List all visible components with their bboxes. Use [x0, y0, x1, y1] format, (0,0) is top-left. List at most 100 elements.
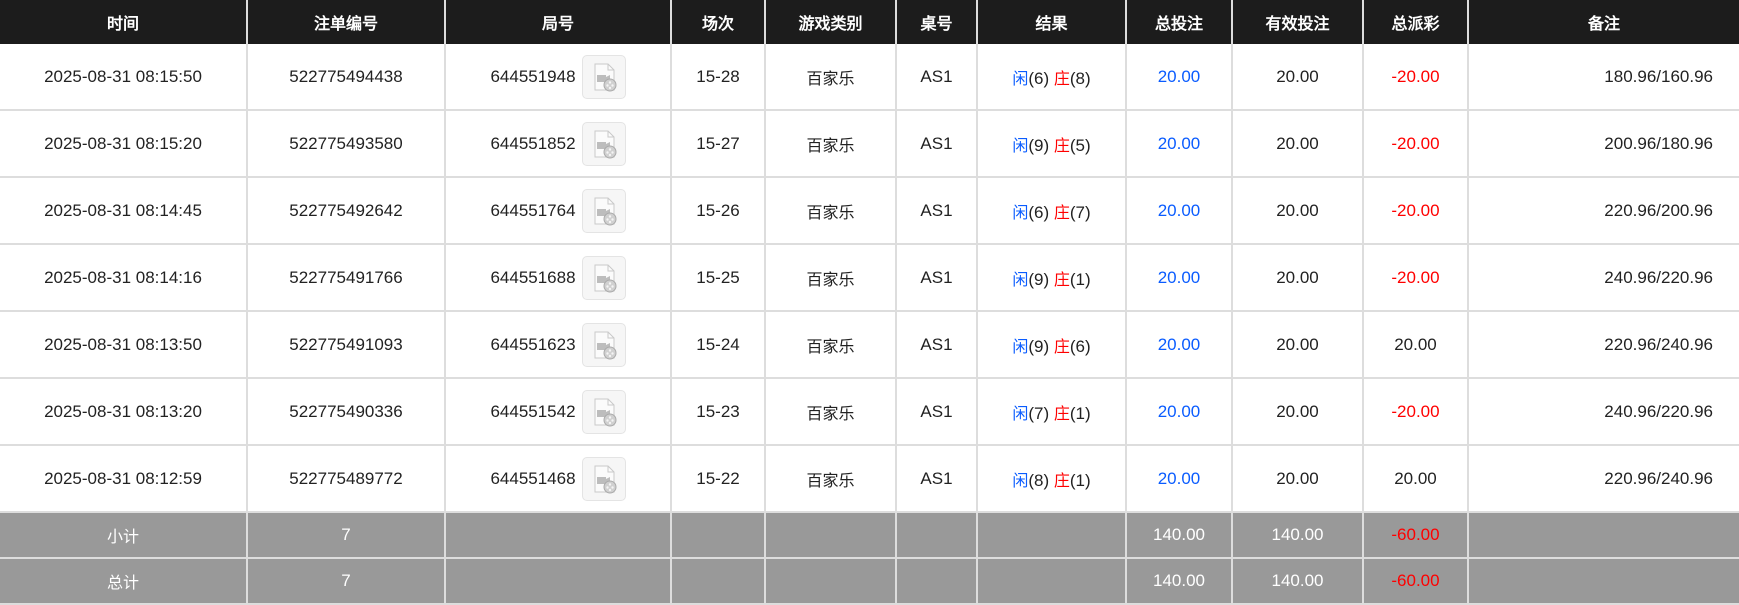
result: 闲(6) 庄(8) — [977, 44, 1127, 111]
note: 220.96/240.96 — [1468, 311, 1739, 379]
banker-score: (8) — [1069, 68, 1091, 88]
col-table: 桌号 — [896, 0, 978, 44]
total-payout: -60.00 — [1363, 558, 1469, 605]
note: 200.96/180.96 — [1468, 110, 1739, 178]
result: 闲(9) 庄(5) — [977, 110, 1127, 178]
subtotal-bet: 140.00 — [1126, 512, 1233, 559]
banker-score: (1) — [1069, 269, 1091, 289]
valid-bet: 20.00 — [1232, 445, 1364, 513]
banker-label: 庄 — [1053, 403, 1070, 423]
bet: 20.00 — [1126, 445, 1233, 513]
table-id: AS1 — [896, 378, 978, 446]
total-count: 7 — [247, 558, 446, 605]
round: 644551852 — [445, 110, 672, 178]
game-type: 百家乐 — [765, 177, 897, 245]
payout: -20.00 — [1363, 378, 1469, 446]
player-label: 闲 — [1012, 336, 1029, 356]
total-label: 总计 — [0, 558, 248, 605]
table-id: AS1 — [896, 244, 978, 312]
valid-bet: 20.00 — [1232, 311, 1364, 379]
shoe: 15-25 — [671, 244, 766, 312]
banker-label: 庄 — [1053, 470, 1070, 490]
bet: 20.00 — [1126, 378, 1233, 446]
game-type: 百家乐 — [765, 44, 897, 111]
total-bet: 140.00 — [1126, 558, 1233, 605]
table-id: AS1 — [896, 445, 978, 513]
banker-score: (1) — [1069, 470, 1091, 490]
valid-bet: 20.00 — [1232, 244, 1364, 312]
subtotal-valid-bet: 140.00 — [1232, 512, 1364, 559]
payout: 20.00 — [1363, 311, 1469, 379]
shoe: 15-24 — [671, 311, 766, 379]
table-row: 2025-08-31 08:15:20 522775493580 6445518… — [0, 110, 1739, 178]
valid-bet: 20.00 — [1232, 44, 1364, 111]
bet-id: 522775494438 — [247, 44, 446, 111]
round-number: 644551623 — [490, 334, 576, 354]
video-replay-icon[interactable] — [581, 54, 626, 99]
table-id: AS1 — [896, 44, 978, 111]
player-score: (7) — [1028, 403, 1050, 423]
time: 2025-08-31 08:14:16 — [0, 244, 248, 312]
shoe: 15-27 — [671, 110, 766, 178]
result: 闲(9) 庄(1) — [977, 244, 1127, 312]
note: 220.96/240.96 — [1468, 445, 1739, 513]
round-number: 644551764 — [490, 200, 576, 220]
video-replay-icon[interactable] — [581, 322, 626, 367]
round: 644551468 — [445, 445, 672, 513]
time: 2025-08-31 08:15:20 — [0, 110, 248, 178]
player-score: (9) — [1028, 336, 1050, 356]
payout: -20.00 — [1363, 110, 1469, 178]
player-label: 闲 — [1012, 135, 1029, 155]
video-replay-icon[interactable] — [581, 389, 626, 434]
video-replay-icon[interactable] — [581, 188, 626, 233]
round-number: 644551948 — [490, 66, 576, 86]
game-type: 百家乐 — [765, 445, 897, 513]
valid-bet: 20.00 — [1232, 110, 1364, 178]
col-shoe: 场次 — [671, 0, 766, 44]
shoe: 15-28 — [671, 44, 766, 111]
round: 644551948 — [445, 44, 672, 111]
subtotal-row: 小计 7 140.00 140.00 -60.00 — [0, 512, 1739, 559]
col-result: 结果 — [977, 0, 1127, 44]
col-valid-bet: 有效投注 — [1232, 0, 1364, 44]
payout: -20.00 — [1363, 244, 1469, 312]
total-row: 总计 7 140.00 140.00 -60.00 — [0, 558, 1739, 605]
subtotal-payout: -60.00 — [1363, 512, 1469, 559]
round-number: 644551468 — [490, 468, 576, 488]
table-row: 2025-08-31 08:13:20 522775490336 6445515… — [0, 378, 1739, 446]
payout: 20.00 — [1363, 445, 1469, 513]
result: 闲(9) 庄(6) — [977, 311, 1127, 379]
game-type: 百家乐 — [765, 311, 897, 379]
valid-bet: 20.00 — [1232, 378, 1364, 446]
player-score: (6) — [1028, 202, 1050, 222]
bet-id: 522775492642 — [247, 177, 446, 245]
valid-bet: 20.00 — [1232, 177, 1364, 245]
table-row: 2025-08-31 08:14:16 522775491766 6445516… — [0, 244, 1739, 312]
table-row: 2025-08-31 08:15:50 522775494438 6445519… — [0, 44, 1739, 111]
note: 180.96/160.96 — [1468, 44, 1739, 111]
payout: -20.00 — [1363, 44, 1469, 111]
round: 644551688 — [445, 244, 672, 312]
table-id: AS1 — [896, 311, 978, 379]
banker-label: 庄 — [1053, 336, 1070, 356]
shoe: 15-23 — [671, 378, 766, 446]
player-label: 闲 — [1012, 269, 1029, 289]
note: 240.96/220.96 — [1468, 244, 1739, 312]
table-row: 2025-08-31 08:14:45 522775492642 6445517… — [0, 177, 1739, 245]
video-replay-icon[interactable] — [581, 456, 626, 501]
video-replay-icon[interactable] — [581, 255, 626, 300]
bet-id: 522775491093 — [247, 311, 446, 379]
col-game: 游戏类别 — [765, 0, 897, 44]
shoe: 15-22 — [671, 445, 766, 513]
video-replay-icon[interactable] — [581, 121, 626, 166]
bet: 20.00 — [1126, 110, 1233, 178]
player-label: 闲 — [1012, 403, 1029, 423]
banker-label: 庄 — [1053, 202, 1070, 222]
round: 644551542 — [445, 378, 672, 446]
banker-score: (7) — [1069, 202, 1091, 222]
bet: 20.00 — [1126, 44, 1233, 111]
round: 644551623 — [445, 311, 672, 379]
time: 2025-08-31 08:13:20 — [0, 378, 248, 446]
banker-label: 庄 — [1053, 135, 1070, 155]
